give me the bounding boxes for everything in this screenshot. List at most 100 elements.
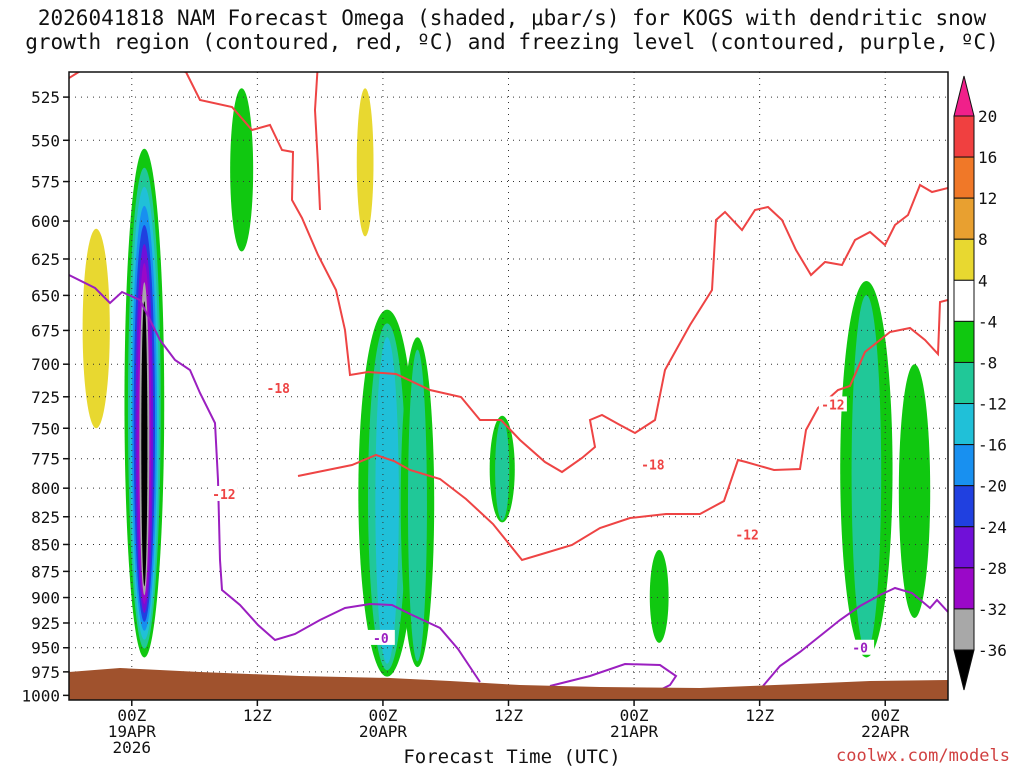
colorbar-label-11: -28: [978, 559, 1007, 578]
x-tick-label-6-0: 00Z: [871, 706, 900, 725]
x-tick-label-4-0: 00Z: [620, 706, 649, 725]
omega-shading: [82, 88, 931, 677]
omega-band-9-0: [356, 88, 374, 237]
x-tick-label-5-0: 12Z: [745, 706, 774, 725]
colorbar: 20 16 12 8 4 -4 -8 -12 -16 -20 -24 -28 -32 -36: [953, 75, 1007, 691]
y-tick-label-600: 600: [31, 212, 60, 231]
dgz-minus-18-contour-top: [313, 72, 321, 211]
colorbar-bottom-arrow: [953, 649, 975, 691]
colorbar-band-9: [953, 485, 975, 528]
y-tick-label-775: 775: [31, 450, 60, 469]
omega-band-7-0: [898, 364, 931, 618]
contour-label-6: -0: [852, 642, 868, 657]
x-tick-label-0-1: 19APR: [108, 722, 157, 741]
y-tick-label-650: 650: [31, 286, 60, 305]
contour-label-bg-4: [733, 526, 762, 542]
y-tick-label-925: 925: [31, 614, 60, 633]
x-axis-label: Forecast Time (UTC): [403, 746, 621, 768]
colorbar-top-arrow: [953, 75, 975, 117]
omega-band-2-1: [407, 349, 427, 662]
y-tick-label-900: 900: [31, 589, 60, 608]
pressure-axis: 525 550 575 600 625 650 675 700 725 750 775 800 825 8…: [21, 88, 69, 705]
colorbar-label-13: -36: [978, 641, 1007, 660]
omega-band-8-0: [82, 228, 110, 429]
colorbar-label-5: -4: [978, 312, 997, 331]
x-tick-label-4-1: 21APR: [610, 722, 659, 741]
y-tick-label-950: 950: [31, 639, 60, 658]
y-tick-label-700: 700: [31, 355, 60, 374]
x-tick-label-0-2: 2026: [113, 738, 152, 757]
omega-band-3-0: [230, 88, 254, 252]
contour-label-0: -18: [267, 382, 291, 397]
colorbar-label-9: -20: [978, 477, 1007, 496]
site-credit: coolwx.com/models: [836, 746, 1010, 766]
colorbar-band-11: [953, 567, 975, 610]
colorbar-label-2: 12: [978, 189, 997, 208]
x-tick-label-3-0: 12Z: [494, 706, 523, 725]
plot-area: [69, 72, 948, 700]
colorbar-band-12: [953, 608, 975, 651]
omega-band-0-8: [141, 301, 148, 587]
freezing-level-contour-east: [762, 586, 948, 687]
colorbar-band-0: [953, 115, 975, 158]
chart-title: 2026041818 NAM Forecast Omega (shaded, μ…: [0, 6, 1024, 54]
colorbar-band-2: [953, 197, 975, 240]
freezing-level-contour-middle: [549, 662, 678, 691]
colorbar-label-12: -32: [978, 600, 1007, 619]
terrain-surface: [69, 668, 948, 700]
colorbar-band-3: [953, 238, 975, 281]
contour-label-bg-1: [638, 456, 667, 472]
contour-label-bg-5: [366, 629, 395, 645]
colorbar-label-6: -8: [978, 353, 997, 372]
contour-label-bg-6: [846, 639, 875, 655]
contour-label-4: -12: [735, 529, 758, 544]
colorbar-label-10: -24: [978, 518, 1007, 537]
contour-label-bg-2: [209, 485, 238, 501]
contour-label-3: -12: [821, 398, 844, 413]
y-tick-label-750: 750: [31, 419, 60, 438]
contour-label-1: -18: [641, 459, 665, 474]
y-tick-label-875: 875: [31, 562, 60, 581]
y-tick-label-625: 625: [31, 250, 60, 269]
chart-title-line-1: 2026041818 NAM Forecast Omega (shaded, μ…: [37, 6, 987, 30]
x-tick-label-1-0: 12Z: [243, 706, 272, 725]
colorbar-band-8: [953, 444, 975, 487]
y-tick-label-725: 725: [31, 388, 60, 407]
omega-band-5-0: [649, 549, 669, 643]
y-tick-label-575: 575: [31, 173, 60, 192]
freezing-level-contour-west: [69, 274, 481, 683]
colorbar-label-4: 4: [978, 271, 988, 290]
y-tick-label-675: 675: [31, 321, 60, 340]
plot-frame: [68, 71, 949, 701]
y-tick-label-1000: 1000: [21, 686, 60, 705]
x-tick-label-2-0: 00Z: [368, 706, 397, 725]
x-tick-label-6-1: 22APR: [861, 722, 910, 741]
contour-label-bg-0: [264, 379, 293, 395]
dgz-minus-12-contour: [297, 299, 948, 562]
colorbar-band-7: [953, 403, 975, 446]
chart-title-line-2: growth region (contoured, red, ºC) and f…: [25, 30, 999, 54]
colorbar-label-3: 8: [978, 230, 988, 249]
colorbar-band-10: [953, 526, 975, 569]
y-tick-label-550: 550: [31, 131, 60, 150]
colorbar-band-5: [953, 320, 975, 363]
omega-band-4-1: [495, 419, 510, 521]
y-tick-label-800: 800: [31, 479, 60, 498]
omega-band-6-1: [851, 295, 882, 651]
contour-label-2: -12: [212, 488, 235, 503]
y-tick-label-850: 850: [31, 535, 60, 554]
colorbar-band-6: [953, 361, 975, 405]
colorbar-band-1: [953, 156, 975, 199]
y-tick-label-825: 825: [31, 508, 60, 527]
x-tick-label-2-1: 20APR: [359, 722, 408, 741]
colorbar-label-8: -16: [978, 436, 1007, 455]
colorbar-label-1: 16: [978, 148, 997, 167]
colorbar-label-0: 20: [978, 107, 997, 126]
y-tick-label-525: 525: [31, 88, 60, 107]
contour-labels: -18 -18 -12 -12 -12 -0 -0: [209, 379, 875, 657]
y-tick-label-975: 975: [31, 663, 60, 682]
colorbar-label-7: -12: [978, 395, 1007, 414]
dgz-minus-18-contour-west: [69, 72, 948, 474]
